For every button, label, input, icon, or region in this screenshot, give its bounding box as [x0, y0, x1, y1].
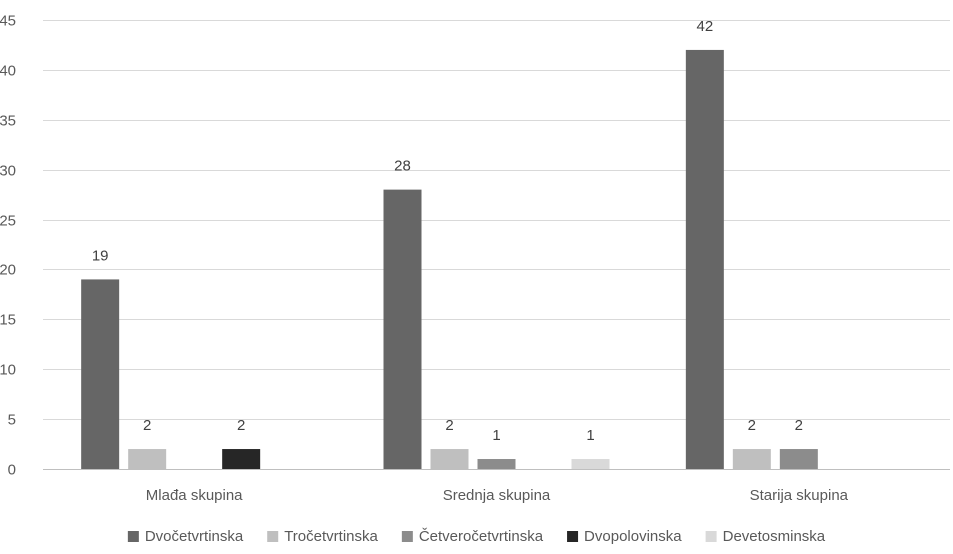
legend-swatch — [127, 531, 139, 542]
data-label: 1 — [586, 427, 594, 444]
gridlines — [43, 20, 950, 470]
data-label: 42 — [696, 18, 713, 35]
legend-label: Tročetvrtinska — [284, 528, 378, 545]
bar — [477, 459, 516, 469]
y-tick-label: 15 — [0, 312, 16, 329]
data-label: 1 — [492, 427, 500, 444]
x-category-label: Srednja skupina — [443, 487, 551, 504]
legend-label: Dvopolovinska — [584, 528, 682, 545]
y-tick-label: 10 — [0, 362, 16, 379]
data-labels: 19 2 2 28 2 1 1 42 2 2 — [92, 18, 803, 444]
data-label: 19 — [92, 247, 109, 264]
legend: Dvočetvrtinska Tročetvrtinska Četveročetvr… — [127, 528, 826, 545]
y-tick-label: 45 — [0, 13, 16, 30]
bar — [732, 449, 771, 469]
y-tick-label: 30 — [0, 163, 16, 180]
x-category-label: Mlađa skupina — [146, 487, 243, 504]
bar — [128, 449, 167, 469]
x-axis-categories: Mlađa skupina Srednja skupina Starija skup… — [146, 487, 849, 504]
data-label: 2 — [748, 417, 756, 434]
bar — [779, 449, 818, 469]
legend-swatch — [267, 531, 279, 542]
data-label: 28 — [394, 158, 411, 175]
bar — [81, 279, 120, 469]
y-tick-label: 5 — [8, 412, 16, 429]
y-tick-label: 35 — [0, 113, 16, 130]
bar — [571, 459, 610, 469]
legend-swatch — [567, 531, 579, 542]
data-label: 2 — [143, 417, 151, 434]
y-axis-ticks: 0 5 10 15 20 25 30 35 40 45 — [0, 13, 16, 479]
bars — [81, 49, 818, 469]
legend-label: Devetosminska — [723, 528, 826, 545]
bar — [222, 449, 261, 469]
data-label: 2 — [795, 417, 803, 434]
legend-label: Dvočetvrtinska — [145, 528, 244, 545]
bar — [430, 449, 469, 469]
data-label: 2 — [237, 417, 245, 434]
data-label: 2 — [445, 417, 453, 434]
bar — [685, 49, 724, 469]
bar — [383, 189, 422, 469]
legend-swatch — [401, 531, 413, 542]
y-tick-label: 0 — [8, 462, 16, 479]
legend-swatch — [705, 531, 717, 542]
y-tick-label: 25 — [0, 213, 16, 230]
y-tick-label: 20 — [0, 262, 16, 279]
y-tick-label: 40 — [0, 63, 16, 80]
legend-label: Četveročetvrtinska — [419, 528, 544, 545]
x-category-label: Starija skupina — [750, 487, 849, 504]
